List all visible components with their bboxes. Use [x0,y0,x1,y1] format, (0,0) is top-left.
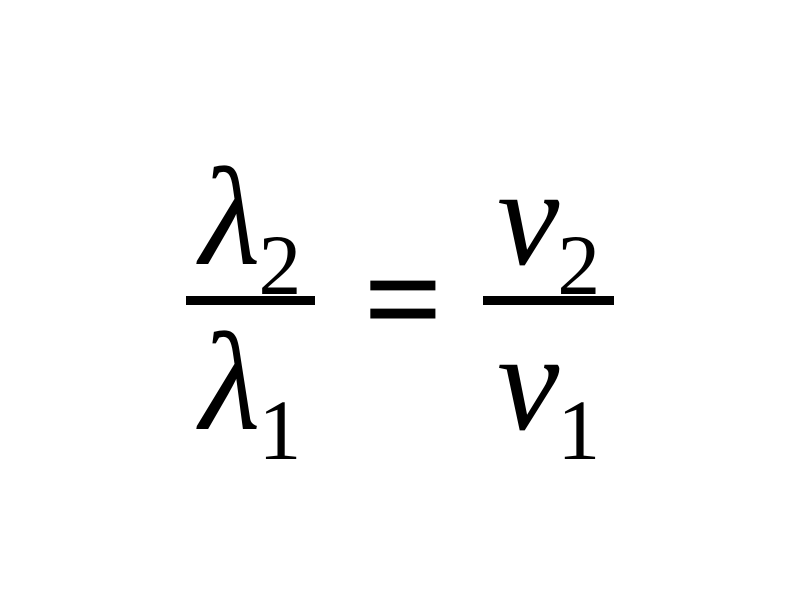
lambda-symbol: λ [200,313,261,453]
equation: λ 2 λ 1 = v 2 v 1 [186,140,615,461]
right-denominator: v 1 [483,305,614,461]
left-denominator: λ 1 [186,305,316,461]
right-numerator: v 2 [483,140,614,296]
subscript-1: 1 [258,387,301,473]
lambda-symbol: λ [200,148,261,288]
right-fraction: v 2 v 1 [483,140,614,461]
subscript-1: 1 [557,387,600,473]
v-symbol: v [497,148,559,288]
subscript-2: 2 [557,222,600,308]
v-symbol: v [497,313,559,453]
left-numerator: λ 2 [186,140,316,296]
left-fraction: λ 2 λ 1 [186,140,316,461]
equals-sign: = [363,230,435,370]
subscript-2: 2 [258,222,301,308]
